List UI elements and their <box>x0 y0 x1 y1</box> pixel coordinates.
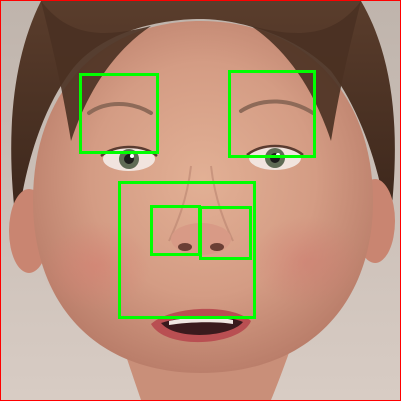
detection-box-right-nostril <box>199 206 252 260</box>
right-eyebrow <box>239 99 315 115</box>
detection-box-right-eye <box>228 70 316 158</box>
left-eyebrow <box>87 102 153 115</box>
detection-box-nose-mouth <box>118 181 256 319</box>
left-cheek <box>41 221 151 311</box>
detection-box-left-nostril <box>150 205 201 256</box>
detection-box-left-eye <box>79 73 159 154</box>
hair-fringe-left <box>41 1 151 141</box>
right-cheek <box>251 216 361 306</box>
